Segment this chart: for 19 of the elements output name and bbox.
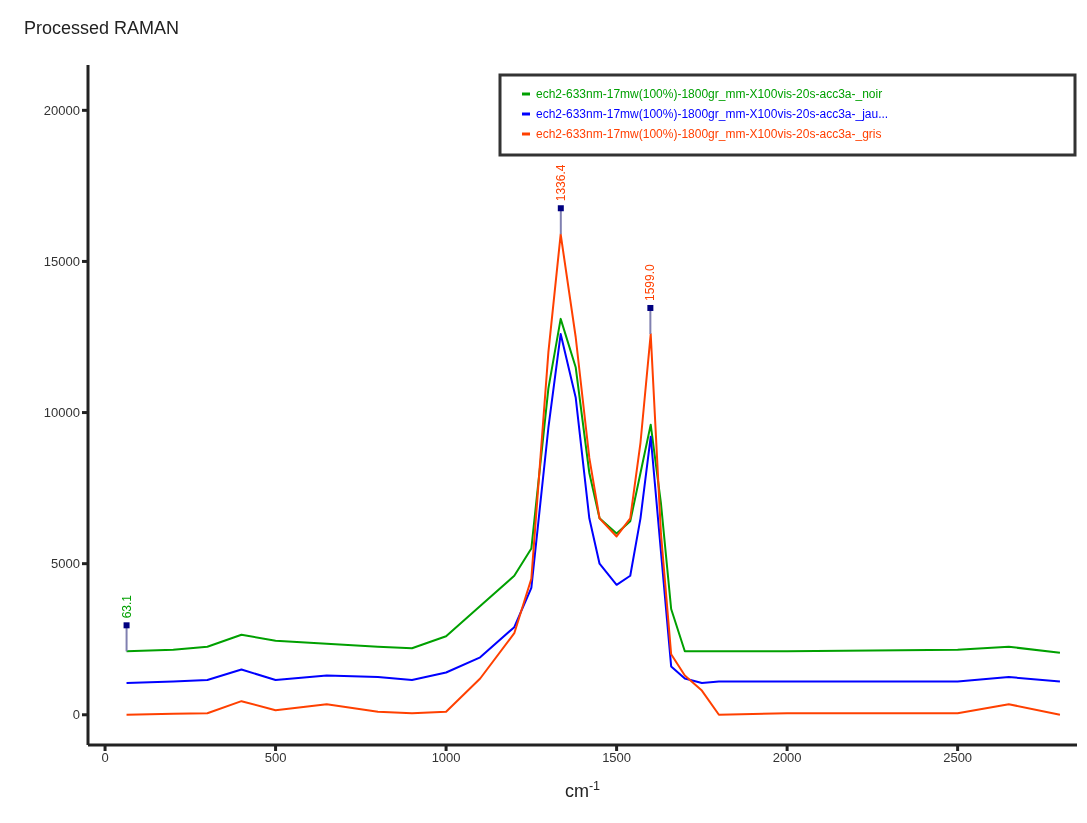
x-tick-label: 2500 (943, 750, 973, 766)
legend-label: ech2-633nm-17mw(100%)-1800gr_mm-X100vis-20s-acc3a-_jau... (536, 107, 889, 121)
y-tick-label: 15000 (43, 254, 80, 270)
annotation: 1336.4 (553, 164, 568, 202)
x-tick-label: 0 (101, 750, 109, 766)
y-tick-label: 10000 (43, 405, 80, 421)
x-tick-label: 1500 (602, 750, 632, 766)
x-tick-label: 500 (264, 750, 287, 766)
x-tick-label: 1000 (431, 750, 461, 766)
legend-label: ech2-633nm-17mw(100%)-1800gr_mm-X100vis-20s-acc3a-_gris (536, 127, 882, 141)
annotation: 63.1 (119, 594, 134, 619)
x-tick-label: 2000 (772, 750, 802, 766)
legend-label: ech2-633nm-17mw(100%)-1800gr_mm-X100vis-20s-acc3a-_noir (536, 87, 883, 101)
y-tick-label: 0 (72, 707, 80, 723)
y-tick-label: 20000 (43, 102, 80, 118)
annotation: 1599.0 (643, 263, 658, 301)
y-tick-label: 5000 (51, 556, 80, 572)
x-axis-title: cm$^{-1}$ (564, 779, 601, 801)
chart-title: Processed RAMAN (24, 18, 180, 39)
